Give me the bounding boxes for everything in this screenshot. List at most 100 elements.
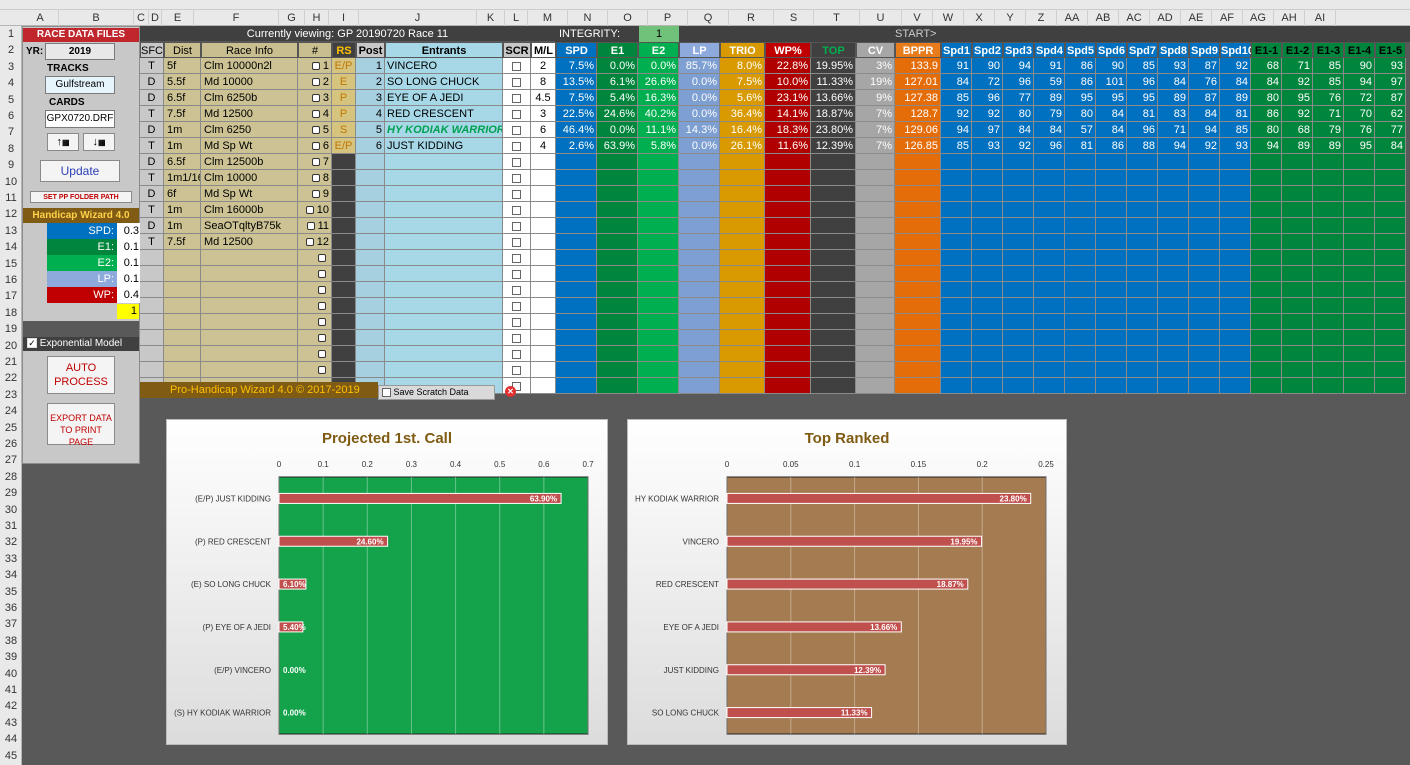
row-header[interactable]: 42 <box>4 700 18 713</box>
save-scratch-control[interactable]: Save Scratch Data <box>378 385 495 400</box>
entrant-cell[interactable] <box>503 266 531 282</box>
entrant-cell[interactable] <box>503 330 531 346</box>
race-radio[interactable] <box>311 190 320 199</box>
move-down-button[interactable]: ↓▦ <box>83 133 115 151</box>
row-header[interactable]: 45 <box>4 749 18 762</box>
scratch-checkbox[interactable] <box>512 237 521 247</box>
entrant-cell[interactable]: 4 <box>531 138 556 154</box>
race-radio[interactable] <box>318 270 326 279</box>
column-header[interactable]: W <box>933 10 964 26</box>
track-select[interactable]: Gulfstream <box>45 76 115 94</box>
column-header[interactable]: F <box>194 10 279 26</box>
auto-process-button[interactable]: AUTO PROCESS <box>47 356 115 394</box>
column-header[interactable]: R <box>729 10 774 26</box>
scratch-checkbox[interactable] <box>512 77 521 87</box>
row-header[interactable]: 14 <box>4 241 18 254</box>
race-radio[interactable] <box>311 78 320 87</box>
row-header[interactable]: 30 <box>4 503 18 516</box>
entrant-cell[interactable] <box>531 186 556 202</box>
race-cell[interactable]: 2 <box>298 74 332 90</box>
column-header[interactable]: AG <box>1243 10 1274 26</box>
entrant-cell[interactable] <box>531 298 556 314</box>
save-scratch-checkbox[interactable] <box>382 388 391 398</box>
scratch-checkbox[interactable] <box>512 221 521 231</box>
column-header[interactable]: U <box>860 10 902 26</box>
entrant-cell[interactable] <box>531 330 556 346</box>
scratch-checkbox[interactable] <box>512 189 521 199</box>
race-cell[interactable] <box>298 266 332 282</box>
entrant-cell[interactable] <box>531 170 556 186</box>
entrant-cell[interactable] <box>531 282 556 298</box>
entrant-cell[interactable] <box>503 58 531 74</box>
entrant-cell[interactable] <box>531 234 556 250</box>
race-radio[interactable] <box>318 254 326 263</box>
entrant-cell[interactable] <box>503 202 531 218</box>
row-header[interactable]: 24 <box>4 405 18 418</box>
row-header[interactable]: 39 <box>4 651 18 664</box>
entrant-cell[interactable] <box>531 218 556 234</box>
weight-value[interactable]: 0.3 <box>117 223 141 239</box>
row-header[interactable]: 40 <box>4 667 18 680</box>
row-header[interactable]: 25 <box>4 421 18 434</box>
row-header[interactable]: 4 <box>7 77 15 90</box>
row-header[interactable]: 41 <box>4 684 18 696</box>
row-header[interactable]: 33 <box>4 552 18 565</box>
column-header[interactable]: S <box>774 10 814 26</box>
row-header[interactable]: 8 <box>7 142 15 155</box>
entrant-cell[interactable] <box>531 346 556 362</box>
entrant-cell[interactable] <box>503 186 531 202</box>
entrant-cell[interactable] <box>503 282 531 298</box>
row-header[interactable]: 28 <box>4 470 18 483</box>
entrant-cell[interactable] <box>503 154 531 170</box>
entrant-cell[interactable] <box>503 362 531 378</box>
scratch-checkbox[interactable] <box>512 125 521 135</box>
row-header[interactable]: 26 <box>4 438 18 450</box>
race-radio[interactable] <box>318 350 326 359</box>
weight-value[interactable]: 0.1 <box>117 255 141 271</box>
entrant-cell[interactable] <box>503 90 531 106</box>
entrant-cell[interactable]: 8 <box>531 74 556 90</box>
column-header[interactable]: AC <box>1119 10 1150 26</box>
entrant-cell[interactable] <box>531 378 556 394</box>
entrant-cell[interactable] <box>503 234 531 250</box>
scratch-checkbox[interactable] <box>512 61 521 71</box>
race-radio[interactable] <box>318 334 326 343</box>
column-header[interactable]: H <box>305 10 329 26</box>
column-header[interactable]: AB <box>1088 10 1119 26</box>
exponential-model-checkbox[interactable]: ✓ <box>27 338 37 349</box>
column-header[interactable]: Z <box>1026 10 1057 26</box>
row-header[interactable]: 5 <box>7 93 15 106</box>
row-header[interactable]: 17 <box>4 290 18 303</box>
entrant-cell[interactable]: 3 <box>531 106 556 122</box>
column-header[interactable]: AH <box>1274 10 1305 26</box>
column-header[interactable]: I <box>329 10 359 26</box>
race-radio[interactable] <box>311 174 320 183</box>
scratch-checkbox[interactable] <box>512 93 521 103</box>
race-radio[interactable] <box>306 222 315 231</box>
race-radio[interactable] <box>305 238 314 247</box>
race-cell[interactable] <box>298 314 332 330</box>
weight-value[interactable]: 0.4 <box>117 287 141 303</box>
entrant-cell[interactable] <box>531 154 556 170</box>
scratch-checkbox[interactable] <box>512 269 521 279</box>
column-header[interactable]: G <box>279 10 305 26</box>
column-header[interactable]: AA <box>1057 10 1088 26</box>
year-field[interactable]: 2019 <box>45 43 115 60</box>
row-header[interactable]: 36 <box>4 602 18 614</box>
scratch-checkbox[interactable] <box>512 349 521 359</box>
entrant-cell[interactable] <box>503 106 531 122</box>
entrant-cell[interactable] <box>503 314 531 330</box>
row-header[interactable]: 16 <box>4 274 18 286</box>
exponential-model-row[interactable]: ✓ Exponential Model <box>23 337 139 351</box>
scratch-checkbox[interactable] <box>512 317 521 327</box>
column-header[interactable]: J <box>359 10 477 26</box>
race-radio[interactable] <box>311 62 320 71</box>
race-radio[interactable] <box>318 302 326 311</box>
column-header[interactable]: AI <box>1305 10 1336 26</box>
race-radio[interactable] <box>311 142 320 151</box>
column-header[interactable]: AF <box>1212 10 1243 26</box>
column-header[interactable]: N <box>568 10 608 26</box>
race-cell[interactable] <box>298 298 332 314</box>
column-header[interactable]: Y <box>995 10 1026 26</box>
race-cell[interactable]: 3 <box>298 90 332 106</box>
